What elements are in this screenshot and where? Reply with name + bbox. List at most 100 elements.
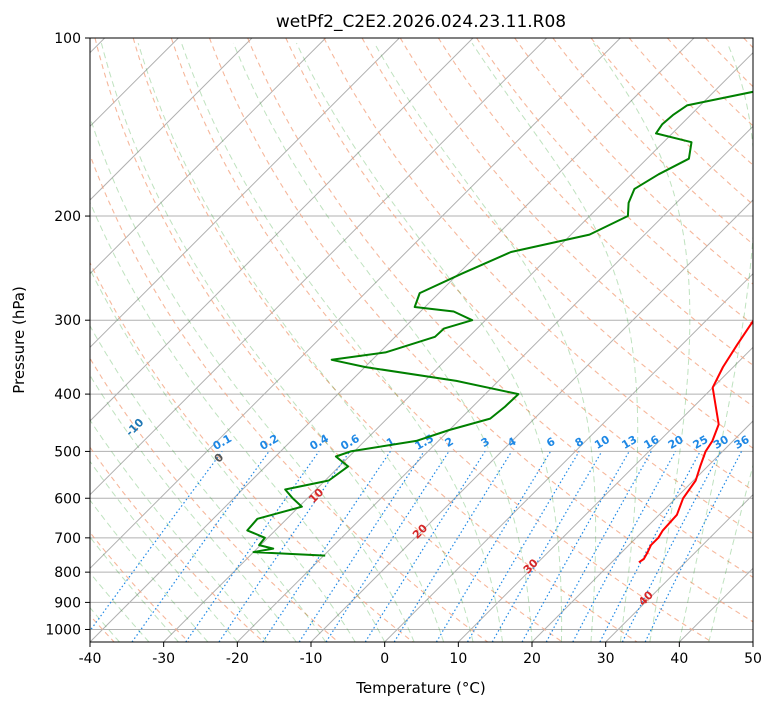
mixing-ratio-line — [90, 451, 223, 632]
isotherm-line — [90, 38, 695, 642]
x-tick-label: -10 — [300, 651, 323, 667]
dry-adiabat-line — [552, 38, 753, 245]
isotherm-line — [236, 125, 753, 642]
isotherm-line — [90, 38, 621, 570]
dry-adiabat-line — [399, 38, 753, 408]
dry-adiabat-line — [90, 446, 264, 642]
dry-adiabat-line — [514, 38, 753, 285]
isotherm-line — [678, 567, 753, 642]
background-lines — [90, 38, 753, 642]
moist-adiabat-line — [90, 115, 415, 642]
moist-adiabat-line — [296, 42, 563, 642]
x-tick-label: -40 — [79, 651, 102, 667]
y-tick-label: 800 — [54, 565, 81, 581]
moist-adiabat-line — [100, 42, 445, 642]
dry-adiabat-line — [361, 38, 753, 449]
moist-adiabat-line — [90, 324, 327, 642]
mixing-ratio-label: 1 — [384, 435, 397, 450]
moist-adiabat-line — [90, 374, 297, 642]
x-tick-label: -30 — [152, 651, 175, 667]
y-tick-label: 500 — [54, 444, 81, 460]
mixing-ratio-line — [545, 451, 652, 642]
moist-adiabat-line — [678, 42, 753, 642]
y-tick-label: 700 — [54, 531, 81, 547]
grid-layer — [90, 38, 753, 642]
mixing-ratio-line — [298, 451, 425, 642]
y-tick-label: 1000 — [45, 622, 81, 638]
moist-adiabat-line — [471, 42, 639, 642]
mixing-ratio-label: 4 — [505, 435, 518, 450]
mixing-ratio-line — [185, 451, 320, 642]
temperature-line — [638, 319, 753, 564]
x-tick-label: 20 — [523, 651, 541, 667]
mixing-ratio-line — [364, 451, 486, 642]
mixing-ratio-line — [393, 451, 513, 642]
y-tick-label: 900 — [54, 595, 81, 611]
profile-lines — [246, 90, 753, 564]
mixing-ratio-line — [262, 451, 391, 642]
mixing-ratio-line — [572, 451, 677, 642]
mixing-ratio-label: 2 — [443, 435, 456, 450]
y-tick-label: 100 — [54, 31, 81, 47]
isotherm-line — [90, 38, 400, 349]
moist-adiabat-line — [90, 536, 179, 642]
mixing-ratio-line — [644, 451, 743, 642]
moist-adiabat-line — [90, 419, 268, 642]
plot-frame — [89, 37, 754, 643]
chart-title: wetPf2_C2E2.2026.024.23.11.R08 — [276, 12, 566, 32]
isotherm-line — [90, 38, 253, 201]
mixing-ratio-label: 10 — [592, 433, 612, 452]
mixing-ratio-line — [521, 451, 630, 642]
x-axis-label: Temperature (°C) — [355, 679, 485, 697]
dry-adiabat-label: 30 — [521, 556, 541, 576]
x-tick-label: 50 — [744, 651, 762, 667]
dry-adiabat-line — [94, 38, 563, 642]
mixing-ratio-line — [325, 451, 450, 642]
moist-adiabat-line — [593, 42, 691, 642]
moist-adiabat-line — [90, 201, 386, 642]
mixing-ratio-label: 13 — [620, 433, 640, 452]
mixing-ratio-label: 6 — [544, 435, 557, 450]
dry-adiabat-line — [170, 38, 712, 642]
mixing-ratio-line — [466, 451, 580, 642]
dry-adiabat-line — [590, 38, 753, 206]
x-tick-label: -20 — [226, 651, 249, 667]
y-tick-label: 200 — [54, 209, 81, 225]
isotherm-line — [752, 641, 753, 642]
y-axis-label: Pressure (hPa) — [10, 286, 28, 394]
mixing-ratio-label: 3 — [479, 435, 492, 450]
axes: -40 -30 -20 -10 0 10 20 30 40 5010020030040050060… — [45, 31, 762, 667]
y-tick-label: 400 — [54, 387, 81, 403]
moist-adiabat-line — [137, 42, 474, 642]
isotherm-line — [163, 51, 753, 642]
x-tick-label: 10 — [449, 651, 467, 667]
isotherm-line — [531, 420, 753, 642]
isotherm-line — [310, 199, 753, 642]
moist-adiabat-line — [232, 42, 533, 642]
y-tick-label: 600 — [54, 491, 81, 507]
dry-adiabat-line — [743, 38, 753, 49]
dry-adiabat-label: -10 — [123, 416, 146, 439]
dry-adiabat-label: 40 — [636, 588, 656, 608]
mixing-ratio-label: 0.4 — [308, 432, 332, 453]
isotherm-line — [90, 38, 474, 422]
moist-adiabat-line — [373, 42, 597, 642]
moist-adiabat-line — [90, 268, 356, 642]
background-labels: 0.1 0.2 0.4 0.6 1 1.5 2 3 4 6 8 10 13 16 20 25 30 36-1001… — [123, 416, 752, 609]
dry-adiabat-line — [437, 38, 753, 366]
isotherm-line — [605, 493, 753, 642]
mixing-ratio-line — [621, 451, 722, 642]
dry-adiabat-line — [666, 38, 753, 127]
isotherm-line — [384, 272, 753, 642]
x-tick-label: 0 — [380, 651, 389, 667]
mixing-ratio-line — [435, 451, 552, 642]
isotherm-line — [90, 38, 548, 496]
dry-adiabat-line — [247, 38, 753, 578]
mixing-ratio-line — [131, 451, 270, 642]
dry-adiabat-line — [90, 531, 190, 642]
moist-adiabat-line — [181, 42, 503, 642]
mixing-ratio-label: 0.1 — [211, 432, 234, 453]
mixing-ratio-line — [218, 451, 351, 642]
dry-adiabat-line — [208, 38, 753, 623]
